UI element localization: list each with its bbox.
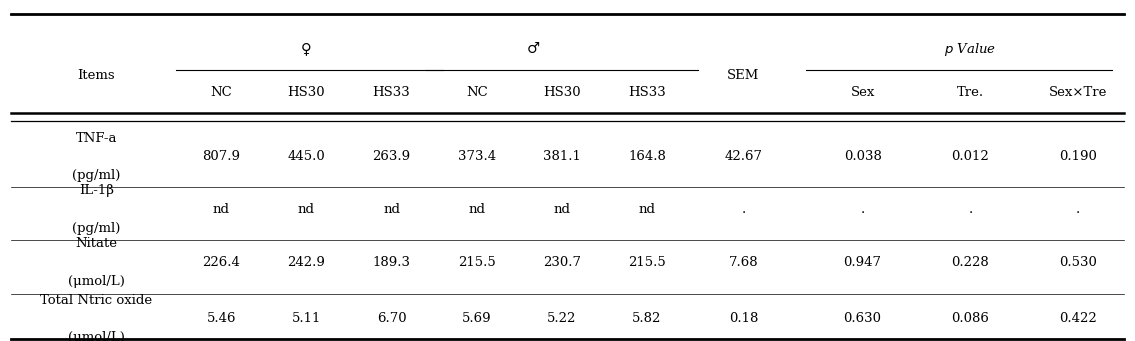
Text: .: . <box>741 203 746 216</box>
Text: Sex×Tre: Sex×Tre <box>1049 86 1108 99</box>
Text: 0.012: 0.012 <box>951 150 990 163</box>
Text: $p$ Value: $p$ Value <box>944 41 997 58</box>
Text: 373.4: 373.4 <box>457 150 496 163</box>
Text: NC: NC <box>465 86 488 99</box>
Text: 7.68: 7.68 <box>729 256 758 269</box>
Text: 226.4: 226.4 <box>202 256 241 269</box>
Text: 189.3: 189.3 <box>372 256 411 269</box>
Text: ♂: ♂ <box>527 42 540 57</box>
Text: nd: nd <box>213 203 229 216</box>
Text: nd: nd <box>469 203 485 216</box>
Text: ♀: ♀ <box>301 42 312 57</box>
Text: HS33: HS33 <box>372 86 411 99</box>
Text: 0.18: 0.18 <box>729 312 758 325</box>
Text: 230.7: 230.7 <box>543 256 581 269</box>
Text: .: . <box>1076 203 1081 216</box>
Text: .: . <box>860 203 865 216</box>
Text: .: . <box>968 203 973 216</box>
Text: 6.70: 6.70 <box>377 312 406 325</box>
Text: (μmol/L): (μmol/L) <box>68 331 125 341</box>
Text: HS33: HS33 <box>628 86 666 99</box>
Text: 0.947: 0.947 <box>843 256 882 269</box>
Text: 0.228: 0.228 <box>951 256 990 269</box>
Text: nd: nd <box>554 203 570 216</box>
Text: 164.8: 164.8 <box>628 150 666 163</box>
Text: NC: NC <box>210 86 233 99</box>
Text: Total Ntric oxide: Total Ntric oxide <box>41 294 152 307</box>
Text: 0.530: 0.530 <box>1059 256 1098 269</box>
Text: Tre.: Tre. <box>957 86 984 99</box>
Text: Items: Items <box>77 69 116 81</box>
Text: (pg/ml): (pg/ml) <box>73 169 120 182</box>
Text: 5.69: 5.69 <box>462 312 491 325</box>
Text: 215.5: 215.5 <box>628 256 666 269</box>
Text: 381.1: 381.1 <box>543 150 581 163</box>
Text: 5.82: 5.82 <box>632 312 662 325</box>
Text: Sex: Sex <box>850 86 875 99</box>
Text: 0.190: 0.190 <box>1059 150 1098 163</box>
Text: 5.22: 5.22 <box>547 312 577 325</box>
Text: 445.0: 445.0 <box>287 150 326 163</box>
Text: 0.422: 0.422 <box>1059 312 1098 325</box>
Text: 5.46: 5.46 <box>207 312 236 325</box>
Text: IL-1β: IL-1β <box>79 184 114 197</box>
Text: nd: nd <box>639 203 655 216</box>
Text: 263.9: 263.9 <box>372 150 411 163</box>
Text: 0.038: 0.038 <box>843 150 882 163</box>
Text: (μmol/L): (μmol/L) <box>68 275 125 288</box>
Text: nd: nd <box>384 203 400 216</box>
Text: HS30: HS30 <box>287 86 326 99</box>
Text: Nitate: Nitate <box>75 237 118 250</box>
Text: 807.9: 807.9 <box>202 150 241 163</box>
Text: TNF-a: TNF-a <box>76 132 117 145</box>
Text: 0.630: 0.630 <box>843 312 882 325</box>
Text: 42.67: 42.67 <box>724 150 763 163</box>
Text: (pg/ml): (pg/ml) <box>73 222 120 235</box>
Text: HS30: HS30 <box>543 86 581 99</box>
Text: 242.9: 242.9 <box>287 256 326 269</box>
Text: SEM: SEM <box>728 69 759 81</box>
Text: 0.086: 0.086 <box>951 312 990 325</box>
Text: 215.5: 215.5 <box>457 256 496 269</box>
Text: 5.11: 5.11 <box>292 312 321 325</box>
Text: nd: nd <box>299 203 314 216</box>
